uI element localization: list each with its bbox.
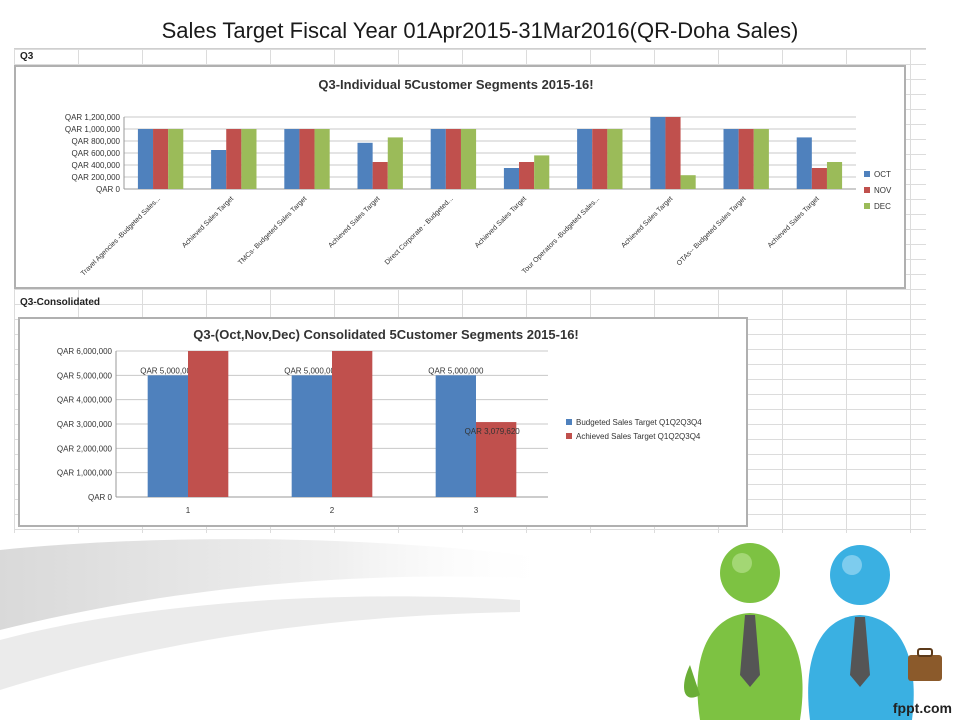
bar [519,162,535,189]
bar [796,137,812,189]
category-label: 3 [474,506,479,515]
category-label: 1 [186,506,191,515]
y-tick-label: QAR 1,000,000 [65,125,121,134]
data-label: QAR 3,079,620 [465,427,521,436]
y-tick-label: QAR 600,000 [72,149,121,158]
y-tick-label: QAR 4,000,000 [57,396,113,405]
bar [332,351,373,497]
category-label: OTAs-- Budgeted Sales Target [676,195,748,267]
sheet-label-q3: Q3 [20,51,34,62]
legend-label: Budgeted Sales Target Q1Q2Q3Q4 [576,418,702,427]
legend-label: NOV [874,186,892,195]
bar [137,129,154,189]
bar [534,155,550,189]
chart-individual-svg: Q3-Individual 5Customer Segments 2015-16… [65,77,892,278]
legend-swatch [566,433,572,439]
y-tick-label: QAR 0 [88,493,113,502]
y-tick-label: QAR 200,000 [72,173,121,182]
category-label: 2 [330,506,335,515]
chart-individual-segments[interactable]: Q3-Individual 5Customer Segments 2015-16… [14,65,906,289]
bar [811,168,827,189]
category-label: Achieved Sales Target [181,195,235,249]
bar [577,129,593,189]
decorative-swoosh [0,539,560,690]
bar [430,129,446,189]
category-label: Tour Operators -Budgeted Sales... [521,195,601,275]
bar [503,168,520,189]
business-people-illustration [684,543,942,720]
category-label: Travel Agencies -Budgeted Sales... [80,195,162,277]
y-tick-label: QAR 2,000,000 [57,444,113,453]
category-label: Achieved Sales Target [474,195,528,249]
y-tick-label: QAR 6,000,000 [57,347,113,356]
blue-person-icon [808,545,914,720]
spreadsheet-background: Q3 Q3-Consolidated Q3-Individual 5Custom… [14,48,926,533]
bar [299,129,315,189]
bar [650,117,666,189]
chart-consolidated[interactable]: Q3-(Oct,Nov,Dec) Consolidated 5Customer … [18,317,748,527]
y-tick-label: QAR 400,000 [72,161,121,170]
bar [211,150,227,189]
legend-label: Achieved Sales Target Q1Q2Q3Q4 [576,432,701,441]
bar [357,142,373,189]
sheet-label-consolidated: Q3-Consolidated [20,297,101,308]
slide-title: Sales Target Fiscal Year 01Apr2015-31Mar… [161,18,799,43]
bar [435,375,476,497]
green-person-icon [684,543,803,720]
bar [226,129,242,189]
bar [753,129,769,189]
data-label: QAR 5,000,000 [140,366,196,375]
bar [607,129,623,189]
briefcase-icon [908,648,942,681]
legend-swatch [864,171,870,177]
y-tick-label: QAR 3,000,000 [57,420,113,429]
legend-label: OCT [874,170,891,179]
bar [445,129,461,189]
bar [592,129,608,189]
bar [460,129,477,189]
bar [723,129,739,189]
y-tick-label: QAR 1,200,000 [65,113,121,122]
category-label: Achieved Sales Target [767,195,821,249]
bar [291,375,332,497]
data-label: QAR 5,000,000 [428,366,484,375]
chart-title: Q3-Individual 5Customer Segments 2015-16… [318,77,593,92]
chart-title: Q3-(Oct,Nov,Dec) Consolidated 5Customer … [193,327,579,342]
category-label: Achieved Sales Target [620,195,674,249]
y-tick-label: QAR 1,000,000 [57,469,113,478]
bar [153,129,169,189]
y-tick-label: QAR 0 [96,185,121,194]
category-label: TMCs- Budgeted Sales Target [237,195,308,266]
bar [680,175,696,189]
bar [738,129,754,189]
bar [147,375,188,497]
bar [387,137,403,189]
bar [314,129,330,189]
bar [665,117,681,189]
footer-brand: fppt.com [892,700,952,716]
legend-swatch [566,419,572,425]
category-label: Achieved Sales Target [327,195,381,249]
bar [372,162,388,189]
data-label: QAR 5,000,000 [284,366,340,375]
y-tick-label: QAR 800,000 [72,137,121,146]
legend-swatch [864,187,870,193]
bar [188,351,229,497]
legend-label: DEC [874,202,891,211]
bar [284,129,300,189]
bar [826,162,843,189]
chart-consolidated-svg: Q3-(Oct,Nov,Dec) Consolidated 5Customer … [57,327,702,515]
bar [241,129,257,189]
legend-swatch [864,203,870,209]
y-tick-label: QAR 5,000,000 [57,371,113,380]
bar [168,129,184,189]
category-label: Direct Corporate - Budgeted... [384,195,455,266]
bar [476,422,517,497]
